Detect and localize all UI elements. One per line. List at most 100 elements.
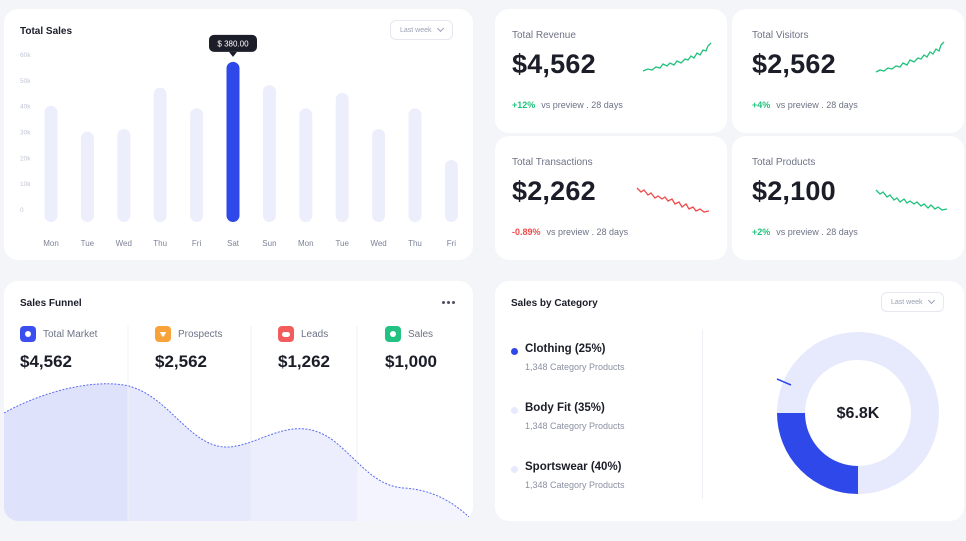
x-tick-label: Mon [298,239,314,248]
sales-funnel-card: Sales Funnel Total Market $4,562 Prospec… [4,281,473,521]
tooltip-value: $ 380.00 [217,39,249,48]
bar[interactable] [335,92,349,222]
x-tick-label: Mon [43,239,59,248]
category-name: Body Fit (35%) [525,402,605,414]
funnel-item-label: Prospects [178,329,223,340]
sales-funnel-title: Sales Funnel [20,298,82,309]
bar[interactable] [117,129,131,222]
bar[interactable] [153,87,167,223]
x-tick-label: Wed [370,239,386,248]
total-sales-title: Total Sales [20,26,73,37]
stat-change: -0.89% [512,227,541,237]
funnel-item-value: $1,000 [385,352,437,371]
x-tick-label: Tue [335,239,349,248]
stat-value: $2,262 [512,176,596,206]
bar[interactable] [44,105,58,222]
x-tick-label: Wed [116,239,132,248]
stat-change: +2% [752,227,771,237]
period-dropdown-label: Last week [891,298,923,306]
funnel-curve-line [4,383,470,518]
stat-label: Total Products [752,157,816,168]
trend-sparkline-mixed [875,189,948,211]
donut-segment-clothing [777,412,859,494]
stat-value: $4,562 [512,49,596,79]
funnel-item-value: $4,562 [20,352,72,371]
category-subtext: 1,348 Category Products [525,480,625,490]
funnel-area-chart [4,281,473,521]
x-tick-label: Fri [192,239,202,248]
y-tick-label: 60k [20,52,31,59]
bar[interactable] [299,108,313,222]
bar-tooltip: $ 380.00 [209,34,257,57]
stat-label: Total Transactions [512,157,593,168]
stat-note: vs preview . 28 days [546,227,629,237]
x-tick-label: Thu [408,239,422,248]
stat-note: vs preview . 28 days [541,100,623,110]
funnel-item-value: $1,262 [278,352,330,371]
period-dropdown[interactable]: Last week [390,20,453,40]
category-divider [702,329,703,499]
funnel-item-label: Sales [408,329,434,340]
sales-bar-chart: 60k 50k 40k 30k 20k 10k 0 Mon Tue Wed Thu Fri Sat $ 3… [20,34,458,248]
legend-dot [511,466,518,473]
stat-value: $2,100 [752,176,836,206]
total-sales-card: Total Sales Last week 60k 50k 40k 30k 20k 10k… [4,9,473,260]
bar[interactable] [444,160,458,222]
bar[interactable] [262,85,276,222]
stat-footer: -0.89% vs preview . 28 days [512,227,628,237]
stat-footer: +4% vs preview . 28 days [752,100,858,110]
stat-label: Total Revenue [512,30,576,41]
x-tick-label: Sat [227,239,240,248]
category-name: Clothing (25%) [525,343,606,355]
bar[interactable] [80,131,94,222]
category-period-dropdown[interactable]: Last week [881,292,944,312]
legend-dot [511,348,518,355]
y-tick-label: 50k [20,78,31,85]
trend-sparkline-up [875,41,945,73]
period-dropdown-label: Last week [400,26,432,34]
donut-total-label: $6.8K [837,405,880,422]
y-tick-label: 30k [20,130,31,137]
category-donut-chart: $6.8K [776,332,939,494]
bar[interactable] [372,129,386,222]
x-tick-label: Thu [153,239,167,248]
bar-highlighted[interactable] [226,61,240,223]
y-tick-label: 40k [20,104,31,111]
stat-card-transactions: Total Transactions $2,262 -0.89% vs previ… [495,136,727,260]
stat-value: $2,562 [752,49,836,79]
category-subtext: 1,348 Category Products [525,362,625,372]
sales-by-category-title: Sales by Category [511,298,598,309]
y-tick-label: 20k [20,155,31,162]
stat-footer: +12% vs preview . 28 days [512,100,623,110]
stat-card-revenue: Total Revenue $4,562 +12% vs preview . 28… [495,9,727,133]
stat-card-products: Total Products $2,100 +2% vs preview . 28… [732,136,964,260]
category-name: Sportswear (40%) [525,461,622,473]
y-tick-label: 10k [20,181,31,188]
stat-change: +4% [752,100,771,110]
x-tick-label: Fri [447,239,457,248]
legend-dot [511,407,518,414]
trend-sparkline-up [642,42,712,72]
stat-note: vs preview . 28 days [776,227,858,237]
check-circle-icon [385,326,401,342]
funnel-item-label: Total Market [43,329,98,340]
more-options-icon[interactable] [442,301,455,304]
funnel-item-value: $2,562 [155,352,207,371]
stat-change: +12% [512,100,536,110]
sales-by-category-card: Sales by Category Last week Clothing (25… [495,281,964,521]
y-tick-label: 0 [20,207,24,214]
stat-label: Total Visitors [752,30,809,41]
chart-pie-icon [20,326,36,342]
stat-card-visitors: Total Visitors $2,562 +4% vs preview . 28… [732,9,964,133]
funnel-mask [4,281,473,521]
x-tick-label: Sun [262,239,276,248]
bar[interactable] [408,108,422,222]
category-subtext: 1,348 Category Products [525,421,625,431]
x-tick-label: Tue [81,239,95,248]
funnel-item-label: Leads [301,329,329,340]
bar[interactable] [190,108,204,222]
funnel-icon [155,326,171,342]
trend-sparkline-down [636,187,710,213]
stat-note: vs preview . 28 days [776,100,858,110]
users-icon [278,326,294,342]
